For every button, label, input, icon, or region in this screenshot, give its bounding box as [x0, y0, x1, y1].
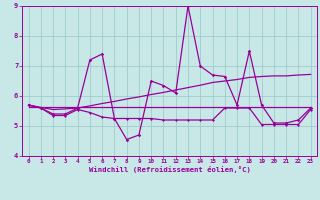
- X-axis label: Windchill (Refroidissement éolien,°C): Windchill (Refroidissement éolien,°C): [89, 166, 251, 173]
